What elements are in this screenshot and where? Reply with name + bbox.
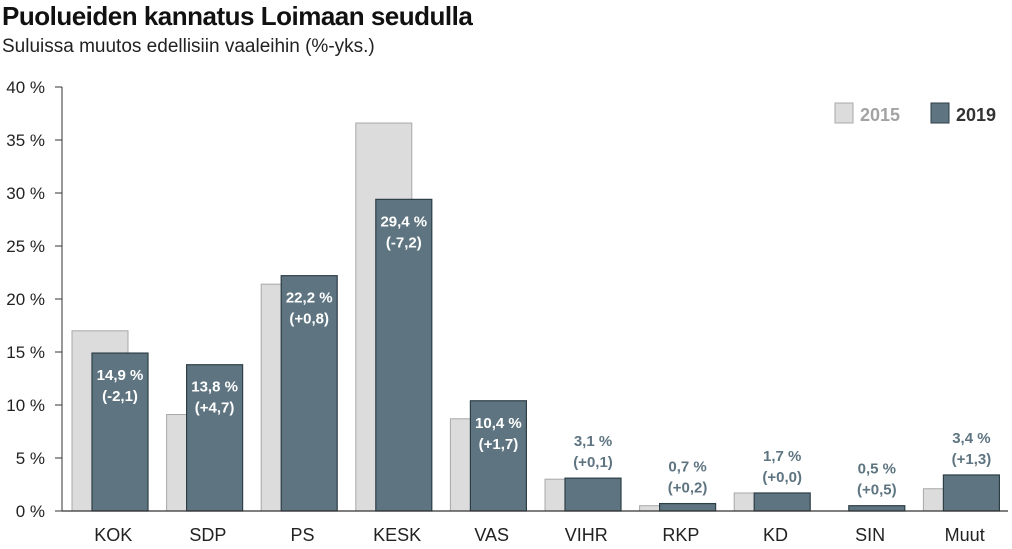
- x-tick-label: VAS: [474, 525, 509, 545]
- data-label-value: 13,8 %: [191, 379, 238, 396]
- bar-2019-vas: [469, 400, 527, 512]
- legend-label-2015: 2015: [860, 105, 900, 125]
- data-label-value: 1,7 %: [763, 448, 801, 465]
- data-label-change: (+1,7): [479, 436, 519, 453]
- x-tick-label: Muut: [945, 525, 985, 545]
- y-tick-label: 15 %: [6, 343, 45, 362]
- legend-label-2019: 2019: [956, 105, 996, 125]
- data-label-change: (+1,3): [952, 451, 992, 468]
- y-tick-label: 35 %: [6, 131, 45, 150]
- y-tick-label: 5 %: [16, 449, 45, 468]
- bar-2019-sdp: [186, 364, 244, 512]
- x-tick-label: SIN: [855, 525, 885, 545]
- data-label-value: 14,9 %: [97, 367, 144, 384]
- bar-2019-rkp: [658, 502, 717, 512]
- x-tick-label: KD: [763, 525, 788, 545]
- data-label-change: (+0,8): [289, 311, 329, 328]
- y-tick-label: 30 %: [6, 184, 45, 203]
- x-tick-label: PS: [290, 525, 314, 545]
- y-tick-label: 40 %: [6, 78, 45, 97]
- bar-2019-muut: [942, 474, 1001, 512]
- data-label-change: (+0,1): [573, 454, 613, 471]
- chart-title: Puolueiden kannatus Loimaan seudulla: [2, 1, 473, 31]
- bar-2019-vihr: [564, 477, 622, 512]
- data-label-value: 3,1 %: [574, 433, 612, 450]
- data-label-change: (+4,7): [195, 400, 235, 417]
- legend-swatch-2015: [834, 102, 854, 124]
- legend-swatch-2019: [930, 102, 950, 124]
- chart-subtitle: Suluissa muutos edellisiin vaaleihin (%-…: [2, 36, 375, 57]
- data-label-change: (+0,2): [668, 480, 708, 497]
- y-tick-label: 25 %: [6, 237, 45, 256]
- y-tick-label: 20 %: [6, 290, 45, 309]
- data-label-value: 29,4 %: [380, 213, 427, 230]
- x-tick-label: SDP: [189, 525, 226, 545]
- y-tick-label: 0 %: [16, 502, 45, 521]
- data-label-change: (-2,1): [102, 388, 138, 405]
- y-tick-label: 10 %: [6, 396, 45, 415]
- x-tick-label: KOK: [94, 525, 132, 545]
- data-label-value: 22,2 %: [286, 290, 333, 307]
- bar-2019-ps: [280, 275, 338, 512]
- bar-2019-kesk: [375, 198, 433, 512]
- bar-2019-kok: [91, 352, 149, 512]
- bar-2019-sin: [848, 505, 906, 512]
- data-label-change: (+0,5): [857, 482, 897, 499]
- data-label-value: 10,4 %: [475, 415, 522, 432]
- data-label-value: 3,4 %: [952, 430, 990, 447]
- data-label-change: (-7,2): [386, 234, 422, 251]
- data-label-value: 0,7 %: [668, 459, 706, 476]
- x-tick-label: RKP: [662, 525, 699, 545]
- data-label-change: (+0,0): [762, 469, 802, 486]
- x-tick-label: VIHR: [565, 525, 608, 545]
- bar-2019-kd: [753, 492, 811, 512]
- data-label-value: 0,5 %: [858, 461, 896, 478]
- x-tick-label: KESK: [373, 525, 421, 545]
